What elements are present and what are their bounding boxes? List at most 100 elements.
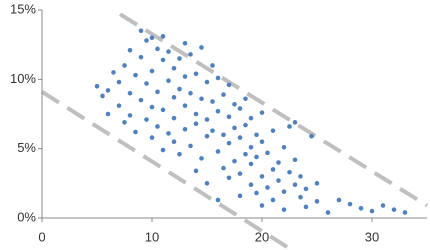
point bbox=[292, 120, 298, 125]
point bbox=[160, 57, 166, 63]
point bbox=[144, 117, 149, 122]
point bbox=[265, 150, 270, 156]
point bbox=[281, 207, 287, 212]
point bbox=[248, 182, 254, 188]
point bbox=[292, 182, 298, 188]
point bbox=[237, 106, 243, 111]
point bbox=[171, 65, 177, 71]
point bbox=[221, 132, 226, 138]
point bbox=[160, 34, 166, 39]
point bbox=[155, 46, 160, 52]
point bbox=[303, 186, 309, 192]
point bbox=[391, 207, 397, 212]
point bbox=[182, 126, 188, 132]
point bbox=[188, 52, 193, 57]
point bbox=[204, 133, 210, 139]
point bbox=[215, 197, 221, 203]
point bbox=[105, 88, 111, 93]
point bbox=[199, 156, 204, 161]
point bbox=[155, 89, 160, 95]
point bbox=[149, 68, 155, 74]
point bbox=[116, 79, 122, 85]
point bbox=[254, 132, 259, 138]
point bbox=[226, 140, 232, 146]
point bbox=[149, 35, 155, 41]
point bbox=[314, 199, 320, 204]
point bbox=[259, 203, 265, 208]
point bbox=[243, 96, 248, 102]
point bbox=[171, 95, 177, 100]
point bbox=[127, 113, 133, 118]
x-tick-label: 10 bbox=[145, 229, 159, 244]
point bbox=[166, 78, 171, 84]
point bbox=[369, 208, 375, 214]
point bbox=[243, 151, 248, 157]
point bbox=[94, 83, 100, 89]
point bbox=[166, 49, 171, 54]
point bbox=[259, 139, 265, 145]
point bbox=[226, 175, 232, 181]
point bbox=[193, 71, 199, 77]
point bbox=[122, 63, 127, 68]
point bbox=[298, 194, 303, 200]
point bbox=[100, 93, 105, 99]
point bbox=[380, 203, 386, 208]
point bbox=[171, 139, 177, 145]
point bbox=[237, 193, 243, 199]
point bbox=[149, 135, 155, 140]
point bbox=[171, 115, 177, 121]
point bbox=[122, 120, 127, 125]
y-tick-label: 5% bbox=[17, 140, 36, 155]
point bbox=[248, 115, 254, 121]
point bbox=[215, 75, 221, 81]
point bbox=[149, 104, 155, 110]
point bbox=[138, 97, 144, 103]
point bbox=[237, 135, 243, 140]
point bbox=[144, 38, 149, 43]
point bbox=[182, 74, 188, 79]
point bbox=[276, 160, 281, 165]
point bbox=[105, 111, 111, 117]
point bbox=[215, 149, 221, 154]
point bbox=[232, 101, 237, 107]
point bbox=[188, 143, 193, 149]
point bbox=[402, 210, 408, 215]
point bbox=[281, 144, 287, 150]
point bbox=[232, 125, 237, 131]
point bbox=[309, 133, 314, 139]
point bbox=[270, 128, 276, 133]
point bbox=[111, 70, 116, 75]
y-tick-label: 10% bbox=[10, 71, 36, 86]
point bbox=[177, 151, 182, 157]
point bbox=[127, 47, 133, 53]
point bbox=[226, 82, 232, 88]
point bbox=[298, 174, 303, 179]
point bbox=[160, 147, 166, 153]
point bbox=[292, 157, 298, 163]
point bbox=[193, 121, 199, 127]
point bbox=[232, 158, 237, 164]
x-tick-label: 30 bbox=[365, 229, 379, 244]
point bbox=[188, 90, 193, 96]
point bbox=[193, 168, 199, 174]
point bbox=[199, 96, 204, 102]
point bbox=[303, 204, 309, 210]
point bbox=[199, 45, 204, 50]
point bbox=[347, 201, 353, 207]
point bbox=[314, 181, 320, 186]
x-tick-label: 20 bbox=[255, 229, 269, 244]
point bbox=[270, 197, 276, 203]
point bbox=[215, 108, 221, 114]
point bbox=[127, 90, 133, 96]
point bbox=[160, 107, 166, 113]
point bbox=[204, 79, 210, 85]
point bbox=[276, 178, 281, 183]
point bbox=[287, 124, 292, 129]
point bbox=[210, 128, 215, 133]
point bbox=[210, 63, 215, 68]
point bbox=[243, 122, 248, 128]
point bbox=[177, 56, 182, 61]
point bbox=[193, 111, 199, 117]
point bbox=[259, 110, 265, 115]
